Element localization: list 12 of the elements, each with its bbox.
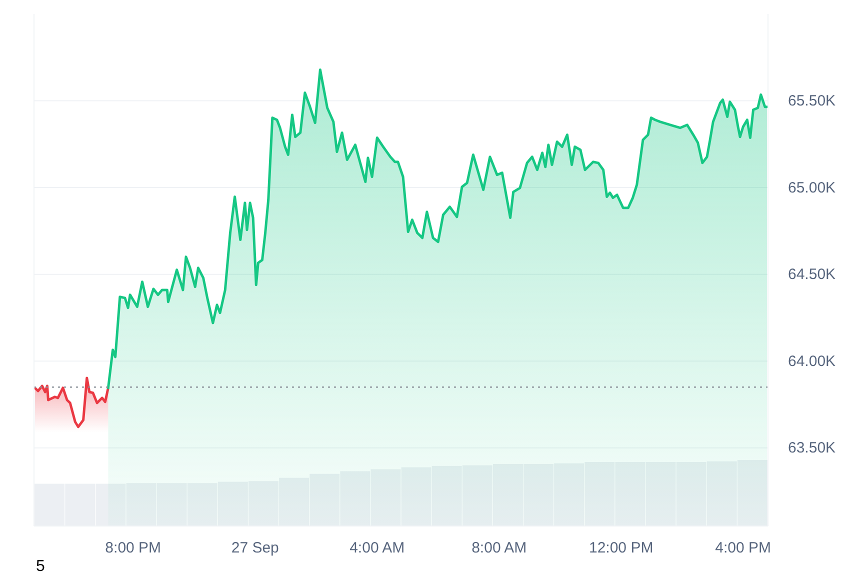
x-tick-label: 8:00 PM [105,540,162,557]
x-tick-label: 12:00 PM [588,540,654,557]
x-tick-label: 4:00 PM [715,540,772,557]
y-tick-label: 63.50K [788,440,836,457]
y-tick-label: 64.00K [788,352,836,370]
text: 5 [36,558,45,573]
x-tick-label: 4:00 AM [350,540,405,557]
y-tick-label: 64.50K [788,266,836,284]
x-tick-label: 8:00 AM [472,540,527,557]
y-tick-label: 65.50K [788,92,836,110]
y-tick-label: 65.00K [788,179,836,196]
x-tick-label: 27 Sep [231,540,279,557]
